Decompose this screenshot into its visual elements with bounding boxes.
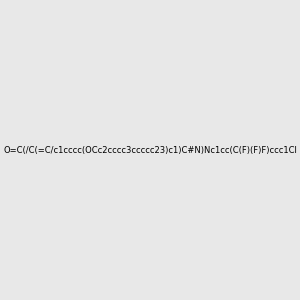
Text: O=C(/C(=C/c1cccc(OCc2cccc3ccccc23)c1)C#N)Nc1cc(C(F)(F)F)ccc1Cl: O=C(/C(=C/c1cccc(OCc2cccc3ccccc23)c1)C#N… [3, 146, 297, 154]
